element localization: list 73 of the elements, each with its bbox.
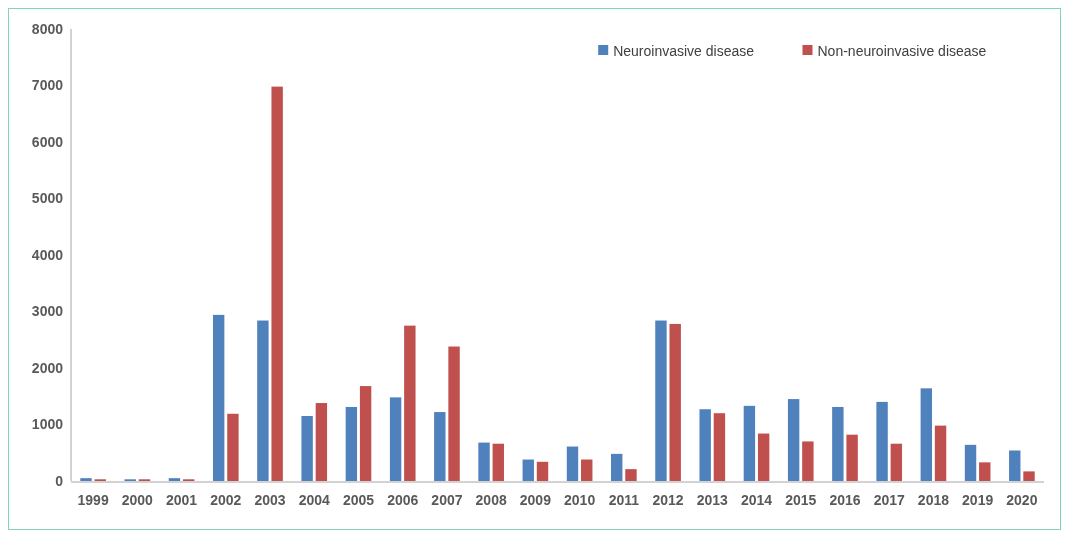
bar: [1023, 471, 1035, 481]
x-tick-label: 2002: [210, 492, 242, 508]
x-tick-label: 2008: [475, 492, 507, 508]
bar: [890, 443, 903, 481]
x-tick-label: 2017: [873, 492, 905, 508]
x-tick-label: 2009: [519, 492, 552, 508]
y-tick-label: 6000: [31, 133, 64, 150]
bar: [669, 323, 681, 481]
x-tick-label: 2013: [696, 492, 729, 508]
x-tick-label: 2016: [829, 492, 861, 508]
bar: [876, 401, 888, 481]
y-tick-label: 2000: [31, 359, 64, 376]
x-tick-label: 2015: [785, 492, 817, 508]
x-tick-label: 2003: [254, 492, 286, 508]
y-tick-label: 5000: [31, 190, 64, 207]
x-tick-label: 2000: [121, 492, 154, 508]
x-tick-label: 2018: [917, 492, 950, 508]
bar: [478, 442, 490, 481]
x-tick-label: 2011: [608, 492, 640, 508]
bar: [611, 453, 623, 481]
x-tick-label: 2006: [387, 492, 419, 508]
bar: [934, 425, 947, 481]
bar: [787, 399, 800, 481]
bar: [301, 416, 313, 481]
y-tick-label: 0: [55, 472, 64, 489]
bar: [168, 478, 181, 481]
bar: [655, 320, 667, 481]
bar: [345, 406, 358, 481]
bar: [212, 314, 225, 481]
bar: [979, 462, 991, 481]
bar: [964, 444, 977, 481]
bar: [315, 403, 328, 481]
bar: [536, 461, 549, 481]
legend-label: Neuroinvasive disease: [613, 42, 755, 59]
bar: [920, 388, 933, 481]
bar: [699, 409, 711, 481]
x-tick-label: 2004: [298, 492, 331, 508]
bar: [359, 386, 372, 481]
y-tick-label: 4000: [31, 246, 64, 263]
x-tick-label: 2020: [1006, 492, 1038, 508]
bar: [404, 325, 416, 481]
y-tick-label: 3000: [31, 303, 64, 320]
x-tick-label: 2005: [342, 492, 375, 508]
bar: [1009, 450, 1021, 481]
bar: [522, 459, 534, 481]
y-tick-label: 1000: [31, 416, 64, 433]
y-tick-label: 8000: [31, 20, 64, 37]
legend-label: Non-neuroinvasive disease: [817, 42, 987, 59]
bar: [80, 478, 92, 481]
x-tick-label: 2014: [740, 492, 773, 508]
bar: [227, 413, 239, 481]
bar: [566, 446, 579, 481]
bar: [434, 412, 446, 481]
bar: [802, 441, 814, 481]
bar: [389, 397, 402, 481]
x-tick-label: 2019: [962, 492, 994, 508]
bar: [492, 443, 504, 481]
bar: [832, 406, 844, 481]
x-tick-label: 2001: [165, 492, 198, 508]
bar: [757, 433, 770, 481]
bar: [846, 434, 858, 481]
bar: [271, 86, 283, 481]
bar: [713, 413, 726, 481]
bar: [625, 469, 637, 481]
x-tick-label: 2010: [564, 492, 596, 508]
bar: [581, 459, 593, 481]
bar: [448, 346, 460, 481]
x-tick-label: 2007: [431, 492, 463, 508]
bar: [257, 320, 269, 481]
x-tick-label: 2012: [652, 492, 684, 508]
y-tick-label: 7000: [31, 77, 64, 94]
bar: [743, 405, 756, 481]
x-tick-label: 1999: [77, 492, 109, 508]
